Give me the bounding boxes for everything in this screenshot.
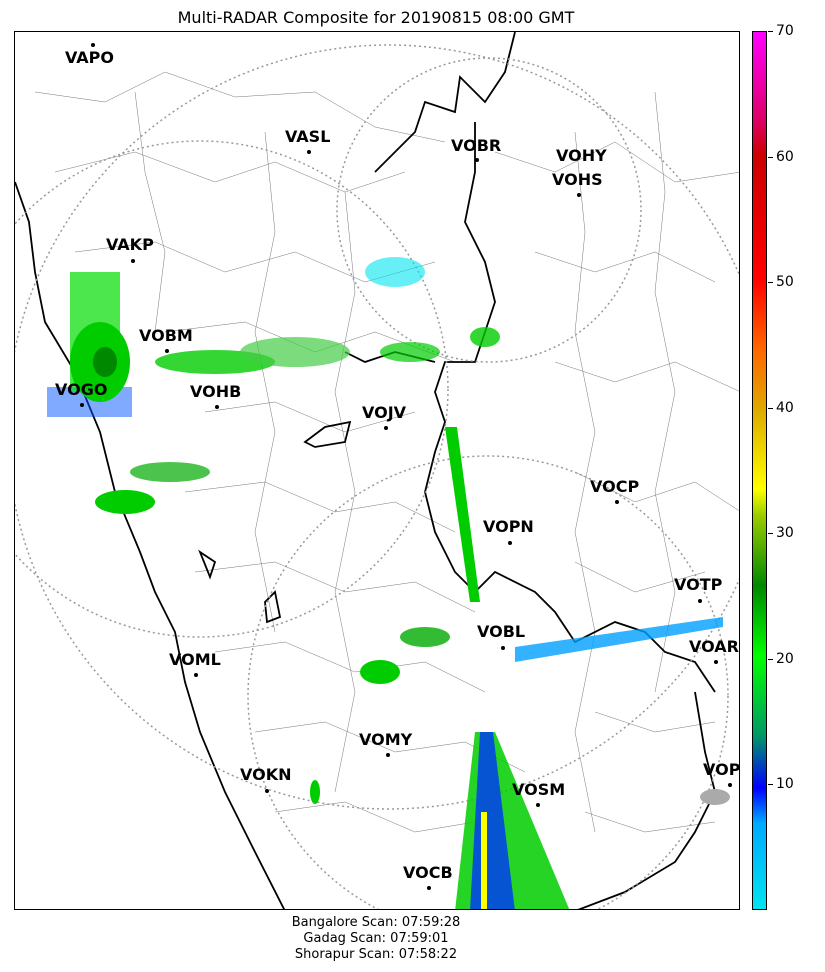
colorbar-gradient [753,32,766,909]
colorbar-tick [768,784,773,785]
station-marker-vapo [91,43,95,47]
district-boundaries [34,71,739,833]
colorbar-tick-label: 50 [776,274,794,290]
station-label-vosm: VOSM [512,780,566,799]
scan-info-gadag: Gadag Scan: 07:59:01 [303,931,449,946]
station-label-vojv: VOJV [362,403,407,422]
station-marker-vomy [386,753,390,757]
station-label-voml: VOML [169,650,221,669]
station-marker-vosm [536,803,540,807]
station-marker-voar [714,660,718,664]
station-marker-vopc [728,783,732,787]
station-label-vogo: VOGO [55,380,108,399]
station-label-vohy: VOHY [556,146,607,165]
station-marker-votp [698,599,702,603]
station-label-vobr: VOBR [451,136,502,155]
station-marker-voml [194,673,198,677]
station-label-vocb: VOCB [403,863,453,882]
station-marker-vocp [615,500,619,504]
station-label-vobm: VOBM [139,326,193,345]
station-label-voar: VOAR [689,637,739,656]
station-label-vomy: VOMY [359,730,413,749]
colorbar-tick [768,31,773,32]
station-marker-vokn [265,789,269,793]
radar-range-rings [15,44,739,909]
station-marker-vohb [215,405,219,409]
colorbar-tick-label: 30 [776,525,794,541]
colorbar-tick [768,157,773,158]
colorbar-tick-label: 60 [776,149,794,165]
colorbar-tick [768,408,773,409]
radar-map [14,31,740,910]
scan-info-shorapur: Shorapur Scan: 07:58:22 [294,947,458,962]
station-label-vapo: VAPO [65,48,115,67]
station-label-vopn: VOPN [483,517,534,536]
station-marker-vogo [80,403,84,407]
colorbar-tick-label: 10 [776,776,794,792]
colorbar-tick-label: 70 [776,23,794,39]
station-marker-vobl [501,646,505,650]
map-title: Multi-RADAR Composite for 20190815 08:00… [177,8,575,27]
station-label-vocp: VOCP [590,477,640,496]
station-marker-vojv [384,426,388,430]
colorbar-tick-label: 20 [776,651,794,667]
station-marker-vobm [165,349,169,353]
reflectivity-colorbar [752,31,767,910]
colorbar-tick-label: 40 [776,400,794,416]
station-label-vohb: VOHB [190,382,242,401]
station-label-vohs: VOHS [552,170,603,189]
station-label-vakp: VAKP [106,235,154,254]
station-marker-vocb [427,886,431,890]
station-marker-vasl [307,150,311,154]
station-label-vopc: VOPC [703,760,740,779]
state-boundaries [15,32,716,909]
station-marker-vakp [131,259,135,263]
station-label-vokn: VOKN [240,765,292,784]
colorbar-tick [768,533,773,534]
colorbar-tick [768,282,773,283]
radar-echoes [47,257,730,909]
scan-info-bangalore: Bangalore Scan: 07:59:28 [291,915,461,930]
station-label-votp: VOTP [674,575,723,594]
station-label-vobl: VOBL [477,622,526,641]
station-marker-vobr [475,158,479,162]
colorbar-tick [768,659,773,660]
station-marker-vohs [577,193,581,197]
map-canvas [15,32,739,909]
station-label-vasl: VASL [285,127,331,146]
station-marker-vopn [508,541,512,545]
